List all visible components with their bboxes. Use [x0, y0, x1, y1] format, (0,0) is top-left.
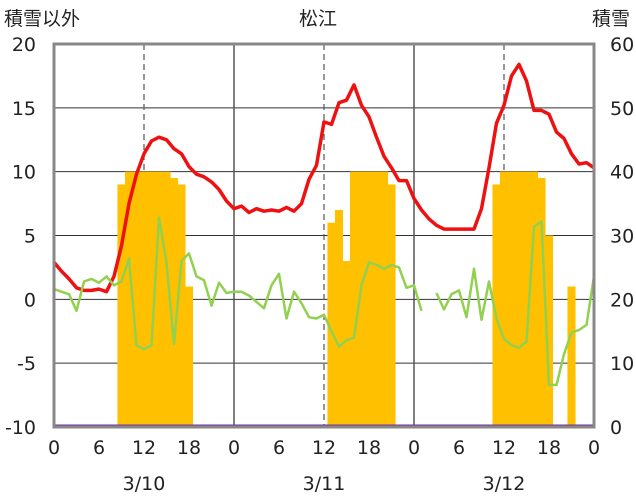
x-tick-label: 18	[537, 437, 561, 459]
x-tick-label: 6	[273, 437, 285, 459]
y-tick-label-left: 10	[12, 162, 36, 184]
y-tick-label-right: 20	[610, 289, 634, 311]
snow-bar	[169, 178, 179, 427]
y-tick-label-right: 60	[610, 34, 634, 56]
snow-bar	[522, 171, 531, 427]
snow-bar	[147, 171, 156, 427]
y-tick-label-right: 30	[610, 226, 634, 248]
x-tick-label: 12	[132, 437, 156, 459]
plot-frame	[52, 42, 596, 429]
snow-bar	[124, 171, 134, 427]
y-tick-label-left: 5	[24, 226, 36, 248]
series-line-red	[52, 62, 595, 294]
snow-bar	[364, 171, 374, 427]
snow-bar	[117, 184, 126, 427]
snow-bar	[499, 171, 509, 427]
x-tick-label: 0	[408, 437, 420, 459]
snow-bar	[139, 171, 149, 427]
y-tick-label-left: -10	[5, 417, 36, 439]
snow-bar	[529, 171, 539, 427]
y-tick-label-left: 0	[24, 289, 36, 311]
chart-title: 松江	[299, 8, 337, 30]
snow-bar	[537, 178, 546, 427]
snow-bar	[514, 171, 524, 427]
snow-bar	[154, 171, 164, 427]
snow-bar	[177, 184, 186, 427]
snow-bar	[567, 286, 576, 427]
snow-bar	[327, 222, 336, 427]
snow-bar	[372, 171, 381, 427]
x-tick-label: 18	[177, 437, 201, 459]
day-label: 3/11	[303, 473, 346, 495]
y-tick-label-left: 20	[12, 34, 36, 56]
series-line-green	[53, 216, 596, 387]
snow-bar	[342, 261, 351, 427]
right-axis-title: 積雪	[592, 8, 630, 30]
snow-bar	[349, 171, 359, 427]
x-tick-label: 0	[588, 437, 600, 459]
y-tick-label-right: 50	[610, 98, 634, 120]
left-axis-title: 積雪以外	[4, 8, 80, 30]
snow-bar	[334, 209, 344, 427]
snow-bar	[492, 184, 501, 427]
x-tick-label: 6	[93, 437, 105, 459]
snow-bar	[162, 171, 171, 427]
snow-bar	[132, 171, 141, 427]
x-tick-label: 18	[357, 437, 381, 459]
x-tick-label: 6	[453, 437, 465, 459]
snow-bar	[507, 171, 516, 427]
snow-bar	[379, 171, 389, 427]
y-tick-label-right: 10	[610, 353, 634, 375]
y-tick-label-right: 0	[610, 417, 622, 439]
x-tick-label: 12	[492, 437, 516, 459]
y-tick-label-left: 15	[12, 98, 36, 120]
day-label: 3/12	[483, 473, 526, 495]
x-tick-label: 0	[228, 437, 240, 459]
snow-bar	[387, 184, 396, 427]
x-tick-label: 0	[48, 437, 60, 459]
day-label: 3/10	[123, 473, 166, 495]
y-tick-label-right: 40	[610, 162, 634, 184]
x-tick-label: 12	[312, 437, 336, 459]
snow-bar	[544, 235, 554, 427]
snow-bar	[357, 171, 366, 427]
y-tick-label-left: -5	[17, 353, 36, 375]
snow-bar	[184, 286, 194, 427]
